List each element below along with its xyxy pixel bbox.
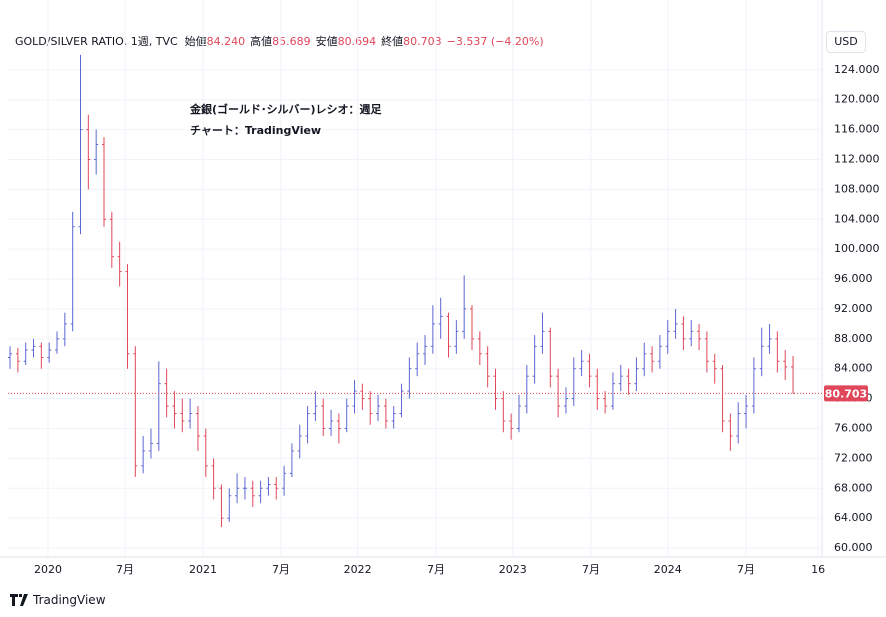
brand-text: TradingView [33,593,106,607]
last-price-label: 80.703 [825,387,867,400]
x-tick-label: 2021 [189,563,217,576]
field-label: 高値 [250,35,273,48]
x-tick-label: 7月 [116,563,134,576]
y-tick-label: 100.000 [834,242,880,255]
y-tick-label: 120.000 [834,93,880,106]
field-label: 安値 [315,35,338,48]
field-value: 85.689 [272,35,311,48]
y-tick-label: 60.000 [834,541,873,554]
x-tick-label: 2024 [654,563,682,576]
y-tick-label: 104.000 [834,212,880,225]
field-label: 始値 [184,35,207,48]
annotation: 金銀(ゴールド･シルバー)レシオ：週足 [189,102,383,116]
y-tick-label: 92.000 [834,302,873,315]
x-tick-label: 7月 [737,563,755,576]
x-tick-label: 7月 [582,563,600,576]
annotation: チャート：TradingView [190,124,321,137]
y-tick-label: 64.000 [834,511,873,524]
y-tick-label: 116.000 [834,123,880,136]
y-tick-label: 68.000 [834,481,873,494]
y-tick-label: 76.000 [834,421,873,434]
y-tick-label: 84.000 [834,362,873,375]
x-tick-label: 2020 [34,563,62,576]
x-tick-label: 16 [811,563,825,576]
last-price-tag [824,385,868,402]
y-tick-label: 72.000 [834,451,873,464]
y-tick-label: 108.000 [834,182,880,195]
y-tick-label: 96.000 [834,272,873,285]
change: −3.537 (−4.20%) [446,35,544,48]
x-tick-label: 7月 [427,563,445,576]
y-tick-label: 112.000 [834,153,880,166]
y-tick-label: 124.000 [834,63,880,76]
x-tick-label: 2023 [499,563,527,576]
logo [10,594,28,606]
symbol: GOLD/SILVER RATIO, 1週, TVC [15,35,178,48]
field-value: 80.703 [403,35,442,48]
field-label: 終値 [381,35,404,48]
x-tick-label: 7月 [272,563,290,576]
brand: TradingView [10,593,106,607]
field-value: 84.240 [206,35,246,48]
ohlc-fields: 始値84.240 高値85.689 安値80.694 終値80.703 [185,35,447,48]
x-tick-label: 2022 [344,563,372,576]
currency-button[interactable]: USD [826,31,866,53]
y-tick-label: 88.000 [834,332,873,345]
field-value: 80.694 [337,35,377,48]
legend-header: GOLD/SILVER RATIO, 1週, TVC 始値84.240 高値85.… [15,33,549,49]
